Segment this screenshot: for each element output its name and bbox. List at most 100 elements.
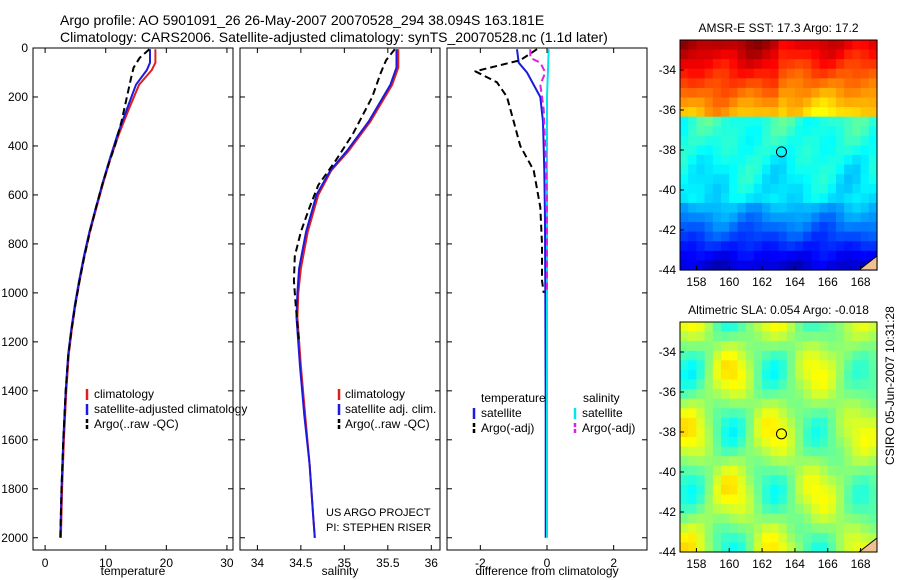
sst-map-cell	[762, 59, 771, 70]
sla-map-cell	[827, 341, 837, 352]
sla-map-cell	[688, 398, 698, 409]
sla-map-cell	[704, 513, 714, 524]
sst-map-cell	[786, 87, 796, 99]
sst-map-cell	[696, 87, 706, 99]
sst-map-cell	[803, 68, 812, 79]
sla-map-cell	[852, 532, 862, 544]
sst-map-cell	[712, 164, 722, 175]
sst-map-cell	[770, 250, 780, 262]
sst-map-cell	[844, 155, 853, 166]
sst-map-cell	[835, 212, 845, 223]
sst-map-cell	[786, 107, 796, 118]
sla-map-cell	[745, 456, 755, 467]
sla-map-cell	[729, 379, 739, 390]
sst-map-cell	[868, 155, 878, 166]
sla-map-cell	[803, 475, 812, 486]
sst-map-cell	[860, 126, 870, 137]
sla-map-cell	[819, 456, 829, 467]
sst-map-cell	[803, 97, 812, 108]
sst-map-cell	[745, 183, 755, 194]
sla-map-cell	[770, 542, 780, 553]
sla-map-cell	[794, 341, 804, 352]
sst-map-cell	[778, 231, 788, 242]
sla-map-cell	[770, 484, 780, 496]
sla-map-cell	[868, 331, 878, 342]
legend-label: satellite	[582, 406, 623, 420]
sst-map-cell	[712, 145, 722, 156]
sla-map-cell	[786, 504, 796, 515]
sst-map-cell	[803, 260, 812, 271]
sst-map-cell	[868, 241, 878, 252]
sla-map-cell	[827, 389, 837, 400]
depth-tick-label: 2000	[1, 531, 28, 545]
sst-map-cell	[803, 107, 812, 118]
sst-map-cell	[721, 183, 730, 194]
salinity-xlabel: salinity	[322, 564, 359, 578]
sla-map-cell	[753, 513, 763, 524]
sla-map-cell	[704, 427, 714, 438]
sst-map-cell	[696, 222, 706, 233]
sla-map-cell	[688, 456, 698, 467]
sla-map-cell	[778, 379, 788, 390]
sla-map-cell	[753, 542, 763, 553]
sla-map-cell	[688, 446, 698, 457]
sla-map-cell	[803, 417, 812, 429]
sla-map-cell	[762, 437, 771, 448]
sst-map-cell	[729, 202, 739, 214]
sst-map-cell	[835, 78, 845, 89]
difference-series-group	[474, 48, 550, 538]
sst-map-cell	[680, 202, 689, 214]
sla-map-cell	[811, 398, 821, 409]
sla-map-cell	[844, 369, 853, 381]
temperature-series-argo-raw-qc-	[59, 48, 151, 538]
sst-map-cell	[696, 126, 706, 137]
sst-map-cell	[721, 126, 730, 137]
sla-map-cell	[860, 494, 870, 505]
depth-tick-label: 1600	[1, 433, 28, 447]
sst-map-cell	[680, 145, 689, 156]
sst-map-cell	[868, 116, 878, 127]
sla-map-cell	[819, 475, 829, 486]
sla-map-cell	[745, 542, 755, 553]
sst-map-cell	[745, 97, 755, 108]
sla-map-cell	[844, 437, 853, 448]
sla-map-cell	[819, 465, 829, 476]
sla-map-cell	[721, 484, 730, 496]
sla-map-cell	[737, 427, 747, 438]
sst-map-xtick-label: 158	[686, 275, 706, 289]
sst-map-cell	[819, 155, 829, 166]
sst-map-cell	[704, 126, 714, 137]
sla-map-cell	[729, 341, 739, 352]
sst-map-cell	[811, 174, 821, 185]
sst-map-cell	[786, 78, 796, 89]
sla-map-cell	[688, 542, 698, 553]
sla-map-cell	[852, 398, 862, 409]
sla-map-cell	[794, 475, 804, 486]
sla-map-cell	[737, 350, 747, 361]
sla-map-cell	[712, 369, 722, 381]
sla-map-cell	[737, 542, 747, 553]
sla-map-cell	[721, 322, 730, 333]
sla-map-cell	[803, 322, 812, 333]
sst-map-cell	[696, 250, 706, 262]
sst-map-cell	[721, 174, 730, 185]
sla-map-cell	[712, 322, 722, 333]
sla-map-cell	[721, 369, 730, 381]
sst-map-cell	[680, 126, 689, 137]
sla-map-cell	[721, 389, 730, 400]
sla-map-cell	[688, 484, 698, 496]
sst-map-cell	[688, 183, 698, 194]
sla-map-cell	[737, 379, 747, 390]
sst-map-cell	[786, 231, 796, 242]
sla-map-cell	[737, 369, 747, 381]
sla-map-cell	[696, 494, 706, 505]
sla-map-cell	[860, 523, 870, 534]
sst-map-cell	[762, 155, 771, 166]
sst-map-cell	[794, 202, 804, 214]
sst-map-cell	[811, 250, 821, 262]
sst-map-cell	[868, 126, 878, 137]
sla-map-cell	[786, 331, 796, 342]
sla-map-cell	[852, 513, 862, 524]
sst-map-cell	[852, 155, 862, 166]
sst-map-cell	[696, 40, 706, 51]
